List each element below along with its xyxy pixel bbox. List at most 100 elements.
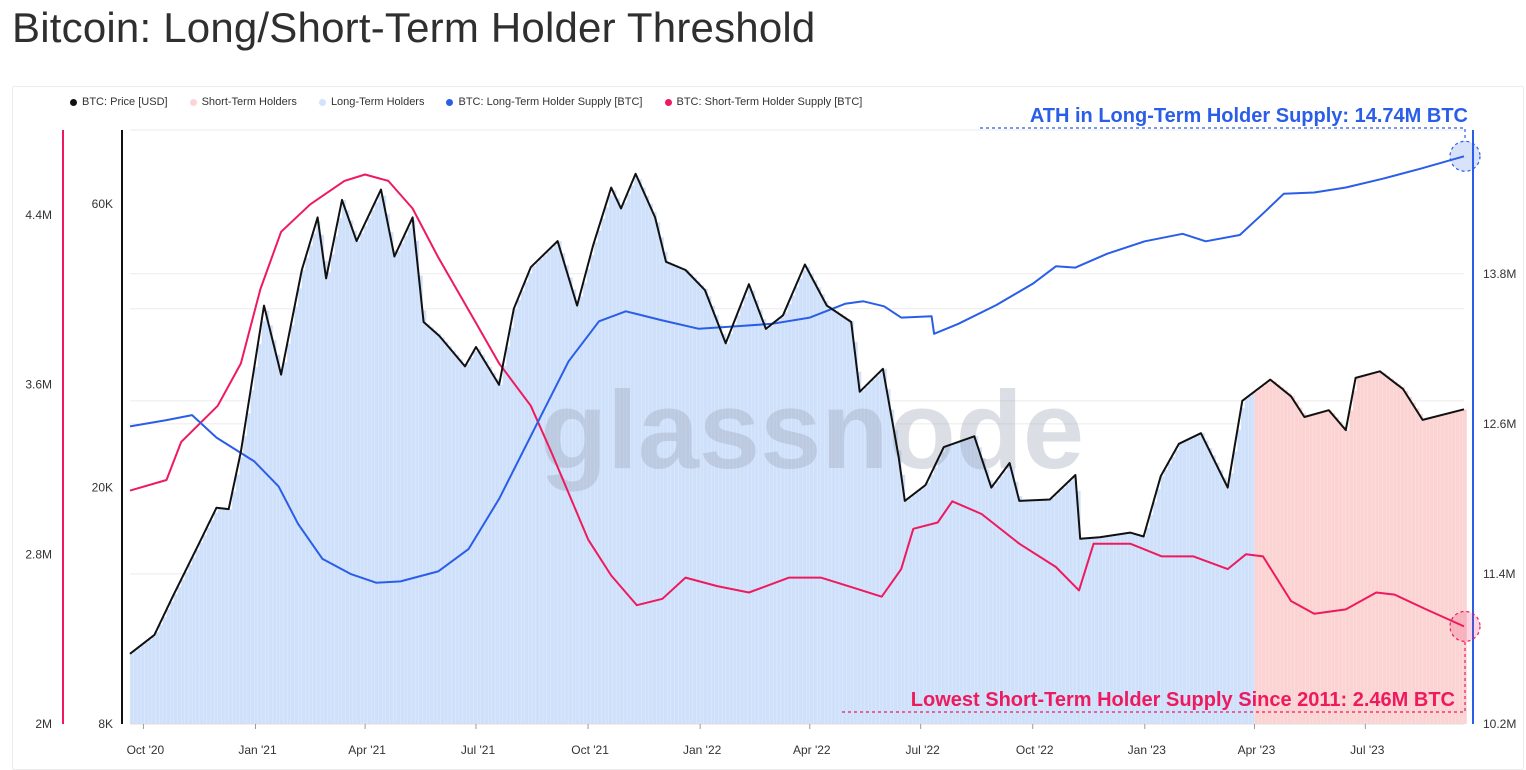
lth-regime-bar <box>707 296 712 725</box>
lth-regime-bar <box>210 520 215 725</box>
sth-regime-bar <box>1331 412 1336 725</box>
page-title: Bitcoin: Long/Short-Term Holder Threshol… <box>12 4 816 51</box>
lth-annotation-leader <box>980 127 1466 142</box>
lth-regime-bar <box>1010 467 1015 725</box>
sth-regime-bar <box>1436 415 1442 725</box>
sth-regime-bar <box>1312 414 1318 725</box>
lth-regime-bar <box>235 474 241 725</box>
sth-regime-bar <box>1261 385 1266 725</box>
holder-regime-bars <box>129 176 1467 725</box>
sth-regime-bar <box>1341 425 1347 725</box>
lth-regime-bar <box>904 500 909 725</box>
lth-regime-bar <box>371 209 376 725</box>
lth-regime-bar <box>820 293 825 725</box>
lth-regime-bar <box>667 262 672 725</box>
sth-regime-bar <box>1462 409 1467 725</box>
sth-regime-bar <box>1323 411 1329 725</box>
lth-regime-bar <box>440 337 445 725</box>
sth-regime-bar <box>1272 381 1277 725</box>
lth-regime-bar <box>791 295 796 725</box>
lth-regime-bar <box>232 491 237 725</box>
lth-regime-bar <box>272 339 277 725</box>
legend-item-lth-supply[interactable]: BTC: Long-Term Holder Supply [BTC] <box>446 96 643 108</box>
lth-regime-bar <box>429 327 434 725</box>
lth-regime-bar <box>1244 398 1249 725</box>
legend-item-sth-supply[interactable]: BTC: Short-Term Holder Supply [BTC] <box>664 96 862 108</box>
lth-regime-bar <box>356 240 361 725</box>
legend-swatch <box>189 98 197 106</box>
lth-regime-bar <box>294 306 299 725</box>
lth-regime-bar <box>433 330 438 725</box>
lth-regime-bar <box>674 265 679 725</box>
x-tick-label: Oct '20 <box>127 743 165 757</box>
sth-regime-bar <box>1338 421 1343 725</box>
glassnode-watermark: glassnode <box>540 369 1084 492</box>
sth-supply-line <box>129 173 1465 628</box>
lth-regime-bar <box>535 262 540 725</box>
lth-regime-bar <box>250 389 255 725</box>
lth-regime-bar <box>747 287 752 725</box>
x-tick-label: Jul '22 <box>905 743 940 757</box>
lth-regime-bar <box>140 645 146 725</box>
lth-regime-bar <box>297 288 303 725</box>
sth-regime-bar <box>1305 416 1310 725</box>
sth-regime-bar <box>1298 407 1303 725</box>
lth-regime-bar <box>184 572 189 725</box>
sth-regime-bar <box>1400 387 1405 725</box>
lth-regime-bar <box>480 354 486 725</box>
lth-regime-bar <box>455 354 460 725</box>
lth-regime-bar <box>312 233 317 725</box>
lth-regime-bar <box>524 281 529 725</box>
lth-regime-bar <box>345 210 350 725</box>
lth-regime-bar <box>188 564 193 725</box>
lth-regime-bar <box>1171 456 1176 725</box>
lth-regime-bar <box>217 507 222 725</box>
lth-regime-bar <box>466 364 471 725</box>
sth-regime-bar <box>1279 387 1285 725</box>
lth-regime-bar <box>988 480 994 725</box>
lth-regime-bar <box>396 251 401 725</box>
lth-regime-bar <box>305 257 310 725</box>
x-tick-label: Apr '23 <box>1238 743 1276 757</box>
lth-regime-bar <box>582 282 588 725</box>
lth-regime-bar <box>129 653 135 725</box>
lth-ath-annotation: ATH in Long-Term Holder Supply: 14.74M B… <box>1030 105 1468 127</box>
lth-regime-bar <box>509 327 515 725</box>
axes <box>62 130 1474 725</box>
lth-regime-bar <box>265 310 270 725</box>
lth-regime-bar <box>1175 450 1180 725</box>
sth-regime-bar <box>1393 381 1398 725</box>
lth-regime-bar <box>155 632 160 725</box>
lth-regime-bar <box>1006 466 1012 725</box>
lth-regime-bar <box>389 231 394 725</box>
legend-item-long-term-holders[interactable]: Long-Term Holders <box>318 96 424 108</box>
lth-regime-bar <box>308 245 314 725</box>
sth-low-marker <box>1449 610 1481 643</box>
lth-regime-bar <box>1215 462 1220 725</box>
sth-regime-bar <box>1396 384 1402 725</box>
legend-item-price[interactable]: BTC: Price [USD] <box>70 96 168 108</box>
lth-regime-bar <box>528 272 533 725</box>
lth-regime-bar <box>400 243 405 725</box>
price-tick-label: 8K <box>98 717 113 731</box>
sth-regime-bar <box>1309 415 1314 725</box>
legend-swatch <box>318 98 326 106</box>
sth-regime-bar <box>1290 396 1296 725</box>
legend-item-short-term-holders[interactable]: Short-Term Holders <box>189 96 297 108</box>
lth-regime-bar <box>995 480 1001 725</box>
chart-legend: BTC: Price [USD] Short-Term Holders Long… <box>70 96 862 108</box>
lth-regime-bar <box>754 299 760 725</box>
lth-regime-bar <box>151 636 157 725</box>
lth-regime-bar <box>933 467 939 725</box>
lth-regime-bar <box>462 363 467 725</box>
lth-regime-bar <box>798 278 803 725</box>
lth-regime-bar <box>1237 429 1242 725</box>
sth-regime-bar <box>1407 396 1413 725</box>
x-tick-label: Jul '23 <box>1350 743 1385 757</box>
lth-regime-bar <box>1240 407 1246 725</box>
lth-regime-bar <box>1233 451 1238 725</box>
sth-regime-bar <box>1429 417 1435 725</box>
lth-regime-bar <box>506 346 511 725</box>
lth-regime-bar <box>1069 480 1074 725</box>
